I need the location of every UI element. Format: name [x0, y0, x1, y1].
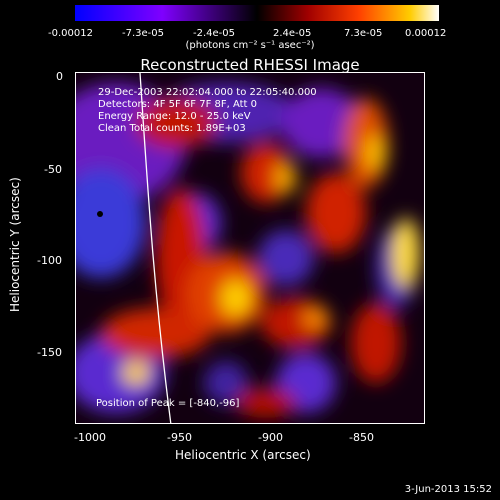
y-axis-title: Heliocentric Y (arcsec) — [8, 177, 22, 312]
colorbar-unit-label: (photons cm⁻² s⁻¹ asec⁻²) — [185, 40, 315, 51]
x-tick-label: -850 — [349, 431, 374, 444]
energy-annotation: Energy Range: 12.0 - 25.0 keV — [98, 111, 251, 122]
solar-limb-line — [139, 73, 172, 423]
colorbar-tick-label: -0.00012 — [48, 28, 93, 39]
x-tick-label: -900 — [258, 431, 283, 444]
peak-position-annotation: Position of Peak = [-840,-96] — [96, 398, 240, 409]
peak-marker — [97, 211, 103, 217]
colorbar-tick-label: -7.3e-05 — [122, 28, 164, 39]
time-range-annotation: 29-Dec-2003 22:02:04.000 to 22:05:40.000 — [98, 87, 317, 98]
render-date: 3-Jun-2013 15:52 — [404, 484, 492, 495]
y-tick-label: -150 — [37, 346, 62, 359]
heatmap-image — [76, 73, 424, 423]
colorbar-tick-label: 2.4e-05 — [273, 28, 312, 39]
y-tick-label: -50 — [44, 163, 62, 176]
image-title: Reconstructed RHESSI Image — [140, 56, 360, 74]
x-axis-title: Heliocentric X (arcsec) — [175, 448, 311, 462]
colorbar-tick-label: 7.3e-05 — [344, 28, 383, 39]
y-tick-label: 0 — [56, 70, 63, 83]
image-plot: 29-Dec-2003 22:02:04.000 to 22:05:40.000… — [75, 72, 425, 424]
clean-annotation: Clean Total counts: 1.89E+03 — [98, 123, 246, 134]
colorbar — [75, 5, 439, 21]
colorbar-tick-label: 0.00012 — [405, 28, 447, 39]
detectors-annotation: Detectors: 4F 5F 6F 7F 8F, Att 0 — [98, 99, 258, 110]
x-tick-label: -950 — [167, 431, 192, 444]
x-tick-label: -1000 — [74, 431, 106, 444]
colorbar-tick-label: -2.4e-05 — [193, 28, 235, 39]
y-tick-label: -100 — [37, 254, 62, 267]
